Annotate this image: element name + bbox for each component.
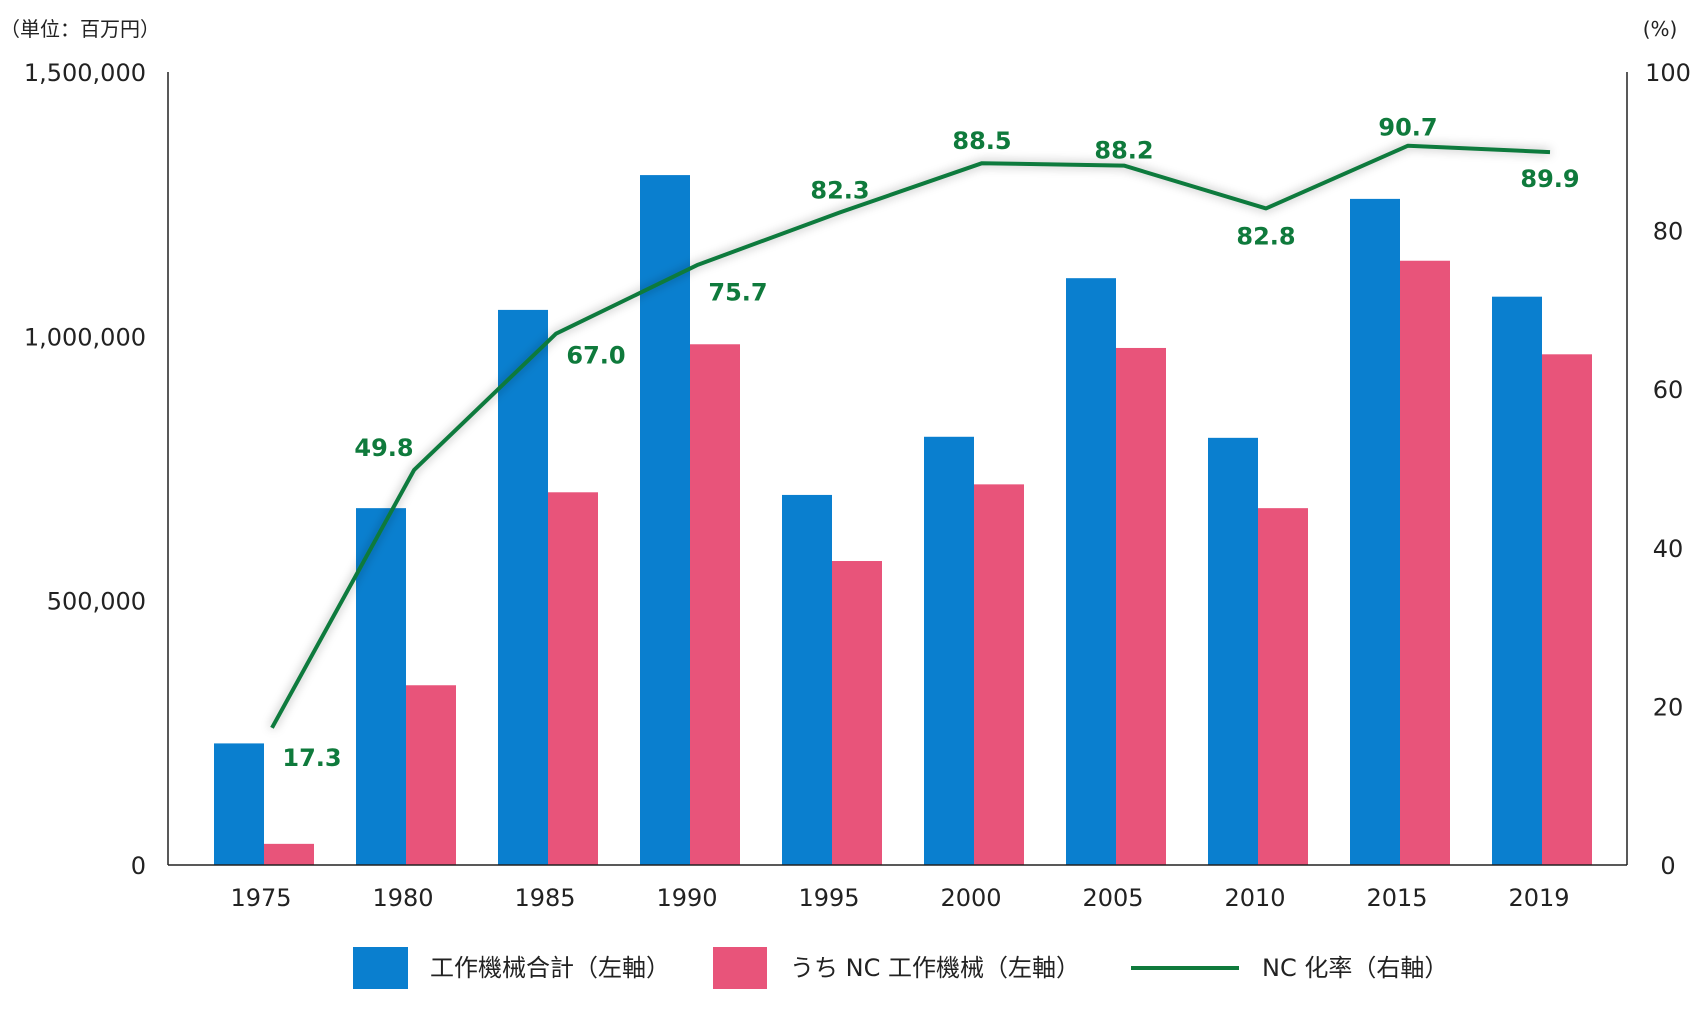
x-tick-label-2010: 2010	[1224, 884, 1285, 912]
left-tick-label-1: 500,000	[47, 588, 146, 616]
bar-nc-2010	[1258, 508, 1308, 865]
legend-label-nc-ratio: NC 化率（右軸）	[1262, 954, 1448, 982]
nc-ratio-label-1985: 67.0	[566, 342, 625, 370]
x-tick-label-1985: 1985	[514, 884, 575, 912]
x-tick-label-1975: 1975	[230, 884, 291, 912]
bar-nc-1990	[690, 344, 740, 865]
bar-nc-1985	[548, 492, 598, 865]
nc-ratio-label-2010: 82.8	[1236, 222, 1295, 250]
x-tick-label-2019: 2019	[1508, 884, 1569, 912]
bar-total-2015	[1350, 199, 1400, 865]
right-axis-unit-label: (%)	[1643, 17, 1678, 41]
x-tick-label-1990: 1990	[656, 884, 717, 912]
nc-ratio-label-2005: 88.2	[1094, 137, 1153, 165]
right-tick-label-1: 20	[1653, 693, 1684, 721]
legend-swatch-total	[353, 947, 408, 989]
bar-total-2010	[1208, 438, 1258, 865]
x-tick-label-2005: 2005	[1082, 884, 1143, 912]
bar-total-1995	[782, 495, 832, 865]
legend-swatch-nc	[713, 947, 767, 989]
legend-label-total: 工作機械合計（左軸）	[430, 954, 670, 982]
bar-nc-2000	[974, 484, 1024, 865]
left-axis-unit-label: （単位：百万円）	[0, 17, 160, 41]
bar-nc-2019	[1542, 354, 1592, 865]
bar-nc-1980	[406, 685, 456, 865]
right-tick-label-4: 80	[1653, 218, 1684, 246]
right-tick-label-2: 40	[1653, 535, 1684, 563]
nc-ratio-label-2015: 90.7	[1378, 114, 1437, 142]
left-tick-label-2: 1,000,000	[24, 323, 146, 351]
x-tick-label-1995: 1995	[798, 884, 859, 912]
x-tick-label-1980: 1980	[372, 884, 433, 912]
x-tick-label-2000: 2000	[940, 884, 1001, 912]
bar-nc-1975	[264, 844, 314, 865]
bar-total-1985	[498, 310, 548, 865]
bar-total-2005	[1066, 278, 1116, 865]
bar-nc-2015	[1400, 261, 1450, 865]
x-tick-label-2015: 2015	[1366, 884, 1427, 912]
bar-nc-2005	[1116, 348, 1166, 865]
nc-ratio-label-1990: 75.7	[708, 279, 767, 307]
nc-ratio-label-2000: 88.5	[952, 127, 1011, 155]
nc-ratio-label-1975: 17.3	[282, 744, 341, 772]
nc-ratio-label-1995: 82.3	[810, 176, 869, 204]
right-tick-label-3: 60	[1653, 376, 1684, 404]
bar-total-1975	[214, 743, 264, 865]
nc-ratio-label-1980: 49.8	[354, 434, 413, 462]
legend-label-nc: うち NC 工作機械（左軸）	[790, 954, 1080, 982]
bar-total-2019	[1492, 297, 1542, 865]
nc-ratio-label-2019: 89.9	[1520, 165, 1579, 193]
left-tick-label-3: 1,500,000	[24, 59, 146, 87]
bar-nc-1995	[832, 561, 882, 865]
right-tick-label-0: 0	[1660, 852, 1675, 880]
bar-total-2000	[924, 437, 974, 865]
right-tick-label-5: 100	[1645, 59, 1691, 87]
left-tick-label-0: 0	[131, 852, 146, 880]
